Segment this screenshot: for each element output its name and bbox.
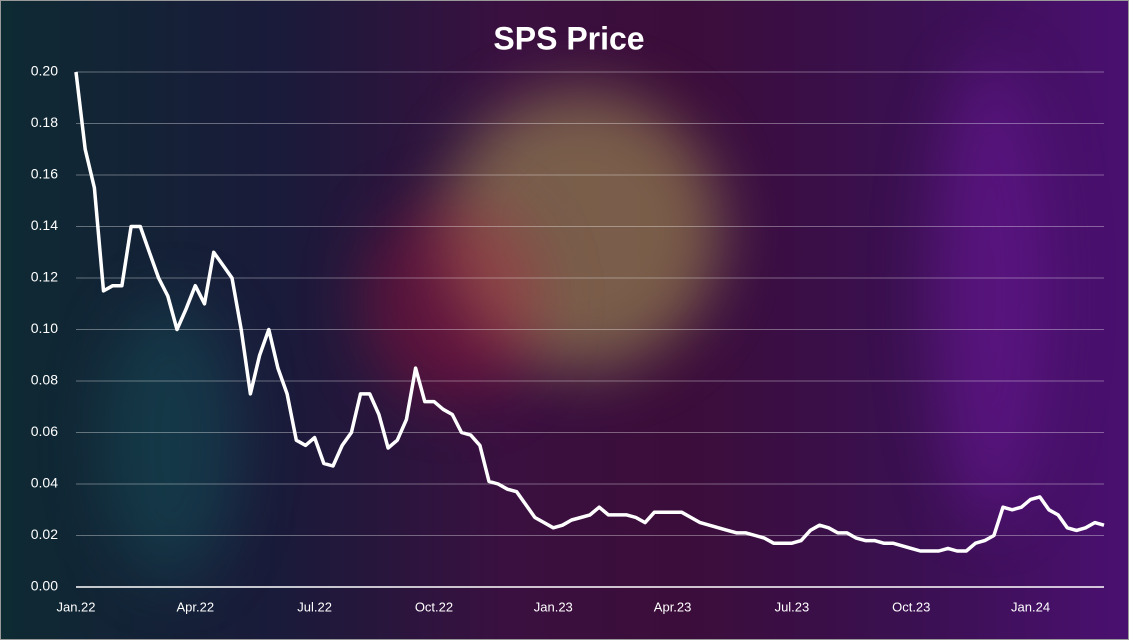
y-tick-label: 0.08 <box>31 372 58 388</box>
x-tick-label: Oct.22 <box>415 599 453 614</box>
price-line <box>74 71 1105 553</box>
y-tick-label: 0.00 <box>31 578 58 594</box>
x-tick-label: Jul.23 <box>775 599 810 614</box>
y-tick-label: 0.12 <box>31 269 58 285</box>
background-glow <box>441 91 721 371</box>
x-tick-label: Jan.22 <box>56 599 95 614</box>
y-tick-label: 0.20 <box>31 63 58 79</box>
y-tick-label: 0.04 <box>31 475 58 491</box>
x-tick-label: Jan.23 <box>534 599 573 614</box>
x-tick-label: Apr.22 <box>177 599 215 614</box>
x-tick-label: Oct.23 <box>892 599 930 614</box>
x-tick-label: Jul.22 <box>297 599 332 614</box>
y-tick-label: 0.02 <box>31 526 58 542</box>
y-tick-label: 0.14 <box>31 217 58 233</box>
background-glow <box>931 61 1051 521</box>
y-tick-label: 0.16 <box>31 166 58 182</box>
y-tick-label: 0.06 <box>31 423 58 439</box>
background-glow <box>361 201 541 401</box>
y-tick-label: 0.10 <box>31 320 58 336</box>
chart-title: SPS Price <box>493 20 644 56</box>
background-glow <box>101 301 241 581</box>
y-tick-label: 0.18 <box>31 114 58 130</box>
x-tick-label: Jan.24 <box>1011 599 1050 614</box>
x-tick-label: Apr.23 <box>654 599 692 614</box>
